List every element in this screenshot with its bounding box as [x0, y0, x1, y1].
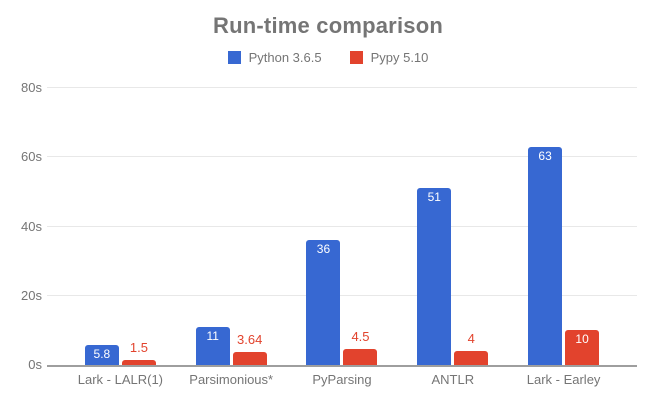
legend-label: Pypy 5.10 — [370, 50, 429, 65]
y-axis-tick-label: 40s — [21, 218, 42, 234]
bar-pypy-5-10-lark-lalr-1[interactable]: 1.5 — [121, 340, 156, 365]
bar-value-label: 1.5 — [129, 339, 148, 355]
chart-title: Run-time comparison — [213, 13, 443, 38]
bar-pypy-5-10-lark-earley[interactable]: 10 — [565, 330, 600, 365]
legend-item-python-3-6-5: Python 3.6.5 — [227, 50, 322, 65]
bar-python-3-6-5-pyparsing[interactable]: 36 — [306, 240, 341, 365]
x-axis: Lark - LALR(1) Parsimonious* PyParsing ANTL… — [65, 372, 619, 387]
bar-pypy-5-10-antlr[interactable]: 4 — [454, 331, 489, 365]
bar-pypy-5-10-pyparsing[interactable]: 4.5 — [343, 329, 378, 365]
y-axis-tick-label: 80s — [21, 80, 42, 95]
bar-value-label: 3.64 — [237, 332, 263, 348]
bar-group-pyparsing: 36 4.5 — [287, 88, 398, 365]
bar-group-lark-lalr-1: 5.8 1.5 — [65, 88, 176, 365]
y-axis-tick-label: 60s — [21, 149, 42, 165]
legend-label: Python 3.6.5 — [248, 50, 322, 65]
bar-value-label: 5.8 — [93, 346, 111, 361]
x-axis-baseline — [47, 365, 637, 367]
bar-value-label: 4 — [467, 331, 475, 347]
x-axis-category-label: Parsimonious* — [189, 372, 274, 387]
bar-value-label: 51 — [427, 190, 441, 205]
x-axis-category-label: PyParsing — [312, 372, 372, 387]
bar-group-antlr: 51 4 — [397, 88, 508, 365]
gridline — [47, 87, 637, 88]
x-axis-category-label: Lark - Earley — [526, 372, 601, 387]
bar-python-3-6-5-lark-earley[interactable]: 63 — [528, 146, 563, 365]
gridline — [47, 225, 637, 227]
gridline — [47, 156, 637, 158]
bar-value-label: 10 — [575, 332, 589, 347]
bar-groups: 5.8 1.5 11 3.64 36 4.5 51 4 63 10 — [65, 88, 619, 365]
bar-value-label: 4.5 — [351, 329, 370, 345]
y-axis-tick-label: 20s — [21, 287, 42, 303]
gridline — [47, 294, 637, 296]
bar-value-label: 11 — [206, 328, 219, 343]
legend-color-swatch-icon — [349, 51, 363, 64]
bar-python-3-6-5-lark-lalr-1[interactable]: 5.8 — [84, 344, 119, 365]
legend-item-pypy-5-10: Pypy 5.10 — [349, 50, 429, 65]
chart-legend: Python 3.6.5 Pypy 5.10 — [0, 50, 656, 65]
legend-color-swatch-icon — [227, 51, 241, 64]
bar-value-label: 63 — [538, 148, 552, 163]
bar-python-3-6-5-antlr[interactable]: 51 — [417, 188, 452, 365]
bar-python-3-6-5-parsimonious[interactable]: 11 — [195, 326, 230, 365]
x-axis-category-label: Lark - LALR(1) — [77, 372, 164, 387]
bar-value-label: 36 — [316, 242, 331, 257]
plot-area: 5.8 1.5 11 3.64 36 4.5 51 4 63 10 — [47, 87, 637, 367]
y-axis-tick-label: 0s — [28, 357, 42, 372]
bar-group-lark-earley: 63 10 — [508, 88, 619, 365]
x-axis-category-label: ANTLR — [431, 372, 475, 387]
bar-pypy-5-10-parsimonious[interactable]: 3.64 — [232, 332, 267, 365]
bar-group-parsimonious: 11 3.64 — [176, 88, 287, 365]
